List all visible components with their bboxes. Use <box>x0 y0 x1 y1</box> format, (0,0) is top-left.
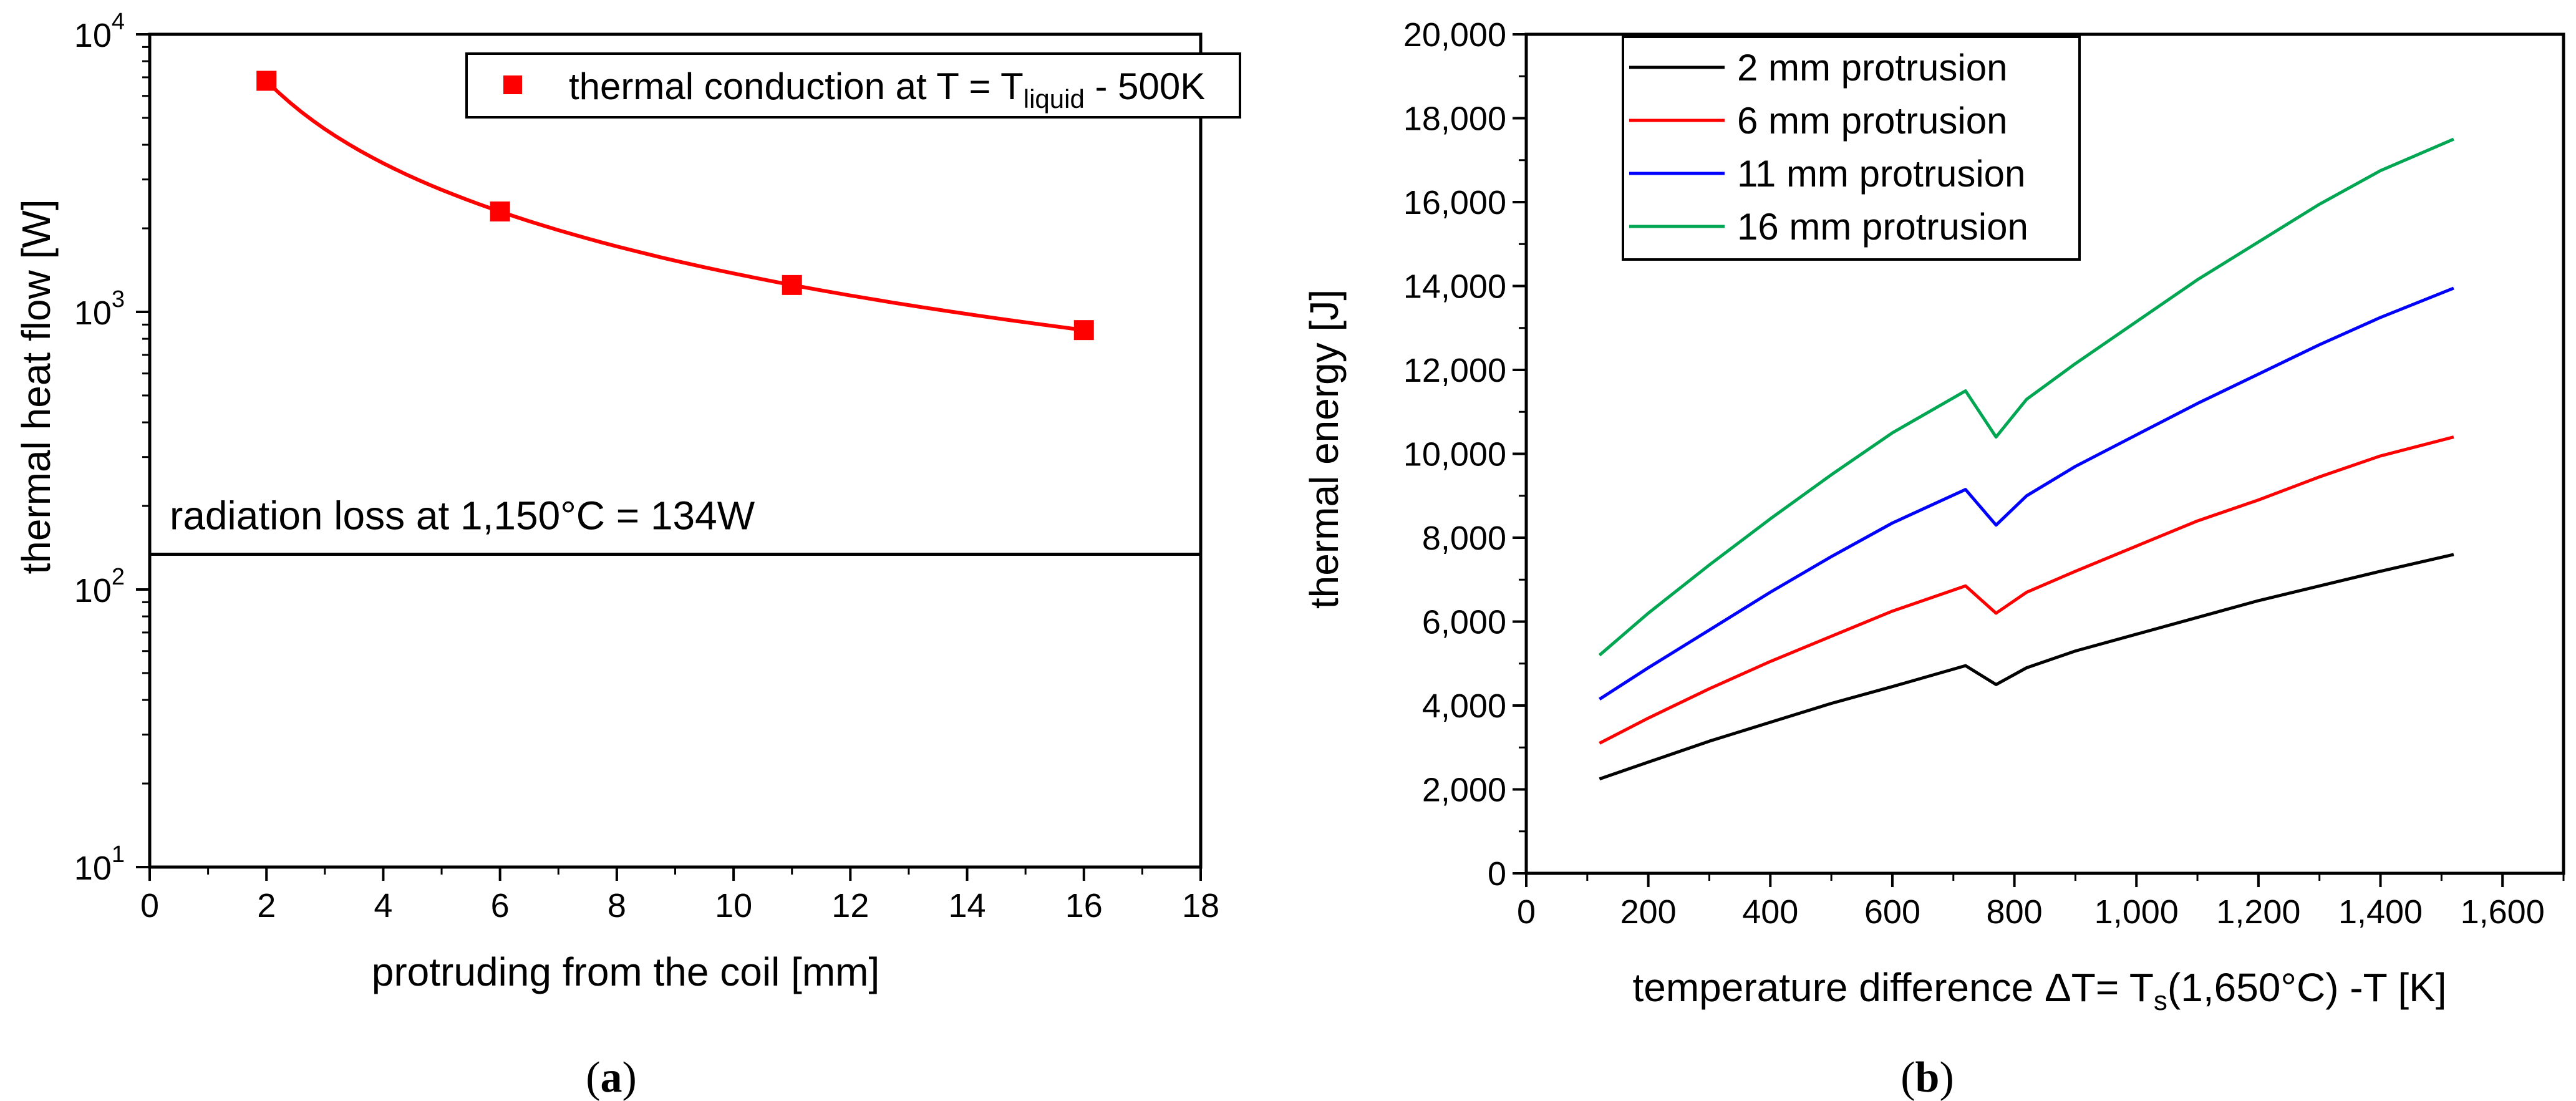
x-tick-label: 8 <box>608 887 626 924</box>
legend-marker-thermal-conduction <box>503 75 522 94</box>
y-tick-exponent: 4 <box>112 9 125 35</box>
y-tick-label: 10,000 <box>1403 436 1506 473</box>
x-tick-label: 18 <box>1182 887 1219 924</box>
x-tick-label: 1,600 <box>2461 893 2545 931</box>
y-tick-exponent: 2 <box>112 564 125 590</box>
y-tick-label: 12,000 <box>1403 352 1506 389</box>
panel-a-y-axis-label: thermal heat flow [W] <box>14 199 59 574</box>
x-tick-label: 1,400 <box>2338 893 2423 931</box>
x-tick-label: 800 <box>1987 893 2043 931</box>
y-tick-label: 102 <box>74 564 125 609</box>
y-tick-exponent: 1 <box>112 842 125 868</box>
x-tick-label: 0 <box>140 887 159 924</box>
panel-b-legend: 2 mm protrusion 6 mm protrusion 11 mm prot… <box>1622 36 2081 261</box>
legend-label-11-mm-protrusion: 11 mm protrusion <box>1737 153 2025 195</box>
y-tick-base: 10 <box>74 850 112 887</box>
panel-b-y-axis-label: thermal energy [J] <box>1302 289 1347 609</box>
y-tick-base: 10 <box>74 17 112 54</box>
series-line-2-mm-protrusion <box>1599 553 2454 781</box>
legend-label-16-mm-protrusion: 16 mm protrusion <box>1737 206 2028 248</box>
legend-label-6-mm-protrusion: 6 mm protrusion <box>1737 100 2007 142</box>
x-tick-label: 14 <box>949 887 986 924</box>
legend-label-2-mm-protrusion: 2 mm protrusion <box>1737 47 2007 89</box>
series-line-6-mm-protrusion <box>1599 435 2454 745</box>
panel-b-legend-box <box>1622 36 2081 261</box>
legend-label-main: thermal conduction at T = T <box>569 65 1024 107</box>
x-tick-label: 4 <box>374 887 392 924</box>
series-line-16-mm-protrusion <box>1598 137 2454 657</box>
data-point-thermal-conduction <box>782 274 802 295</box>
caption-a: (a) <box>586 1054 637 1101</box>
x-tick-label: 2 <box>257 887 276 924</box>
x-tick-label: 400 <box>1742 893 1798 931</box>
panel-a-x-ticks: 0 2 4 6 8 10 12 14 16 18 <box>140 867 1219 924</box>
panel-b-data <box>1598 137 2454 781</box>
x-tick-label: 200 <box>1620 893 1677 931</box>
panel-b-x-label-subscript: s <box>2154 986 2167 1016</box>
panel-b-x-label-suffix: (1,650°C) -T [K] <box>2167 965 2447 1010</box>
x-tick-label: 6 <box>491 887 510 924</box>
figure-captions: (a) (b) <box>586 1054 1954 1101</box>
panel-b-y-ticks: 0 2,000 4,000 6,000 8,000 10,000 12,000 14,000 1… <box>1403 16 1526 893</box>
panel-a-plot-frame <box>148 32 1203 869</box>
y-tick-label: 8,000 <box>1422 520 1506 557</box>
y-tick-label: 104 <box>74 9 125 54</box>
x-tick-label: 10 <box>715 887 752 924</box>
radiation-loss-label: radiation loss at 1,150°C = 134W <box>170 493 755 538</box>
y-tick-base: 10 <box>74 572 112 609</box>
data-point-thermal-conduction <box>490 201 510 222</box>
data-point-thermal-conduction <box>1073 320 1094 341</box>
y-tick-base: 10 <box>74 294 112 332</box>
panel-b-legend-entries: 2 mm protrusion 6 mm protrusion 11 mm prot… <box>1629 47 2028 248</box>
y-tick-label: 0 <box>1488 855 1506 893</box>
y-tick-label: 103 <box>74 286 125 332</box>
panel-b-x-axis-label: temperature difference ΔT= Ts(1,650°C) -… <box>1632 965 2446 1016</box>
panel-a-x-axis-label: protruding from the coil [mm] <box>372 949 880 994</box>
y-tick-exponent: 3 <box>112 286 125 313</box>
y-tick-label: 18,000 <box>1403 100 1506 138</box>
y-tick-label: 20,000 <box>1403 16 1506 54</box>
y-tick-label: 4,000 <box>1422 687 1506 725</box>
caption-a-letter: a <box>601 1054 622 1101</box>
panel-a-legend-box <box>465 52 1241 119</box>
fit-curve-thermal-conduction <box>265 79 1085 332</box>
panel-b-x-ticks: 0 200 400 600 800 1,000 1,200 1,400 1,600 <box>1517 873 2565 931</box>
y-tick-label: 6,000 <box>1422 604 1506 641</box>
x-tick-label: 12 <box>831 887 869 924</box>
y-tick-label: 16,000 <box>1403 184 1506 221</box>
panel-b: 0 200 400 600 800 1,000 1,200 1,400 1,600 0 2,000… <box>1302 16 2565 1016</box>
series-line-11-mm-protrusion <box>1599 286 2454 701</box>
caption-b-letter: b <box>1915 1054 1940 1101</box>
x-tick-label: 16 <box>1065 887 1103 924</box>
legend-label-suffix: - 500K <box>1085 65 1205 107</box>
legend-label-thermal-conduction: thermal conduction at T = Tliquid - 500K <box>569 65 1205 114</box>
y-tick-label: 2,000 <box>1422 772 1506 809</box>
y-tick-label: 101 <box>74 842 125 887</box>
x-tick-label: 1,200 <box>2216 893 2300 931</box>
panel-b-x-label-main: temperature difference ΔT= T <box>1632 965 2153 1010</box>
x-tick-label: 1,000 <box>2094 893 2179 931</box>
x-tick-label: 0 <box>1517 893 1536 931</box>
y-tick-label: 14,000 <box>1403 268 1506 306</box>
x-tick-label: 600 <box>1864 893 1920 931</box>
panel-a-data <box>256 70 1094 341</box>
data-point-thermal-conduction <box>256 70 277 91</box>
caption-b: (b) <box>1901 1054 1954 1101</box>
legend-label-subscript: liquid <box>1024 84 1085 114</box>
panel-a-legend: thermal conduction at T = Tliquid - 500K <box>465 52 1241 119</box>
